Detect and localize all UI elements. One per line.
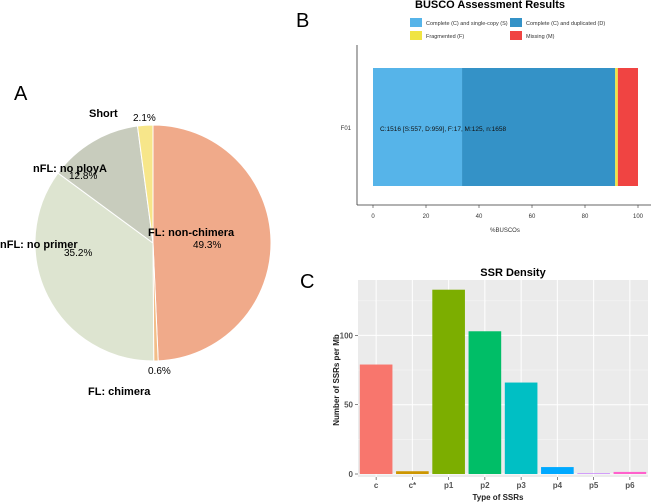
busco-legend-item-fragmented-f: Fragmented (F) bbox=[410, 31, 464, 40]
busco-legend-label: Complete (C) and duplicated (D) bbox=[526, 21, 605, 27]
pie-label-fl-chimera: FL: chimera bbox=[88, 386, 151, 398]
ssr-y-tick-label: 100 bbox=[340, 331, 354, 340]
busco-legend-item-missing-m: Missing (M) bbox=[510, 31, 555, 40]
panel-b-letter: B bbox=[296, 10, 309, 32]
pie-slice-fl-non-chimera bbox=[152, 124, 272, 362]
ssr-bar-p2 bbox=[468, 331, 502, 474]
busco-legend-swatch bbox=[510, 31, 522, 40]
busco-bar-annotation: C:1516 [S:557, D:959], F:17, M:125, n:16… bbox=[380, 126, 506, 133]
ssr-y-axis-label: Number of SSRs per Mb bbox=[332, 334, 341, 426]
ssr-x-tick-label: p5 bbox=[589, 481, 599, 490]
ssr-y-tick-label: 50 bbox=[344, 401, 353, 410]
pie-pct-nfl-no-ploya: 12.8% bbox=[69, 171, 97, 182]
busco-legend-swatch bbox=[410, 31, 422, 40]
ssr-x-tick-label: p3 bbox=[516, 481, 526, 490]
busco-legend-item-complete-c-and-single-copy-s: Complete (C) and single-copy (S) bbox=[410, 18, 508, 27]
ssr-x-tick-label: c* bbox=[409, 481, 417, 490]
pie-pct-fl-non-chimera: 49.3% bbox=[193, 240, 221, 251]
busco-x-tick-label: 0 bbox=[371, 214, 375, 220]
busco-x-tick-label: 40 bbox=[476, 214, 483, 220]
ssr-bar-p5 bbox=[577, 473, 610, 474]
ssr-bar-p1 bbox=[432, 289, 465, 474]
pie-pct-short: 2.1% bbox=[133, 113, 156, 124]
busco-x-tick-label: 20 bbox=[423, 214, 430, 220]
pie-slice-nfl-no-ploya bbox=[57, 125, 154, 245]
ssr-bar-p6 bbox=[613, 471, 647, 474]
ssr-bar-c-star bbox=[396, 471, 429, 474]
busco-x-tick-label: 80 bbox=[582, 214, 589, 220]
busco-bar-fragmented-f bbox=[615, 68, 618, 186]
busco-bar-complete-c-and-single-copy-s bbox=[373, 68, 463, 186]
ssr-x-tick-label: p2 bbox=[480, 481, 490, 490]
busco-legend-item-complete-c-and-duplicated-d: Complete (C) and duplicated (D) bbox=[510, 18, 605, 27]
ssr-y-tick-label: 0 bbox=[349, 470, 354, 479]
busco-legend-label: Fragmented (F) bbox=[426, 34, 464, 40]
busco-title: BUSCO Assessment Results bbox=[415, 0, 565, 11]
ssr-x-tick-label: p4 bbox=[553, 481, 563, 490]
ssr-x-tick-label: p6 bbox=[625, 481, 635, 490]
panel-a-letter: A bbox=[14, 83, 28, 105]
busco-legend-swatch bbox=[510, 18, 522, 27]
ssr-x-axis-label: Type of SSRs bbox=[473, 493, 525, 502]
ssr-x-tick-label: c bbox=[374, 481, 379, 490]
ssr-bar-p4 bbox=[541, 467, 574, 474]
ssr-x-tick-label: p1 bbox=[444, 481, 454, 490]
pie-label-nfl-no-primer: nFL: no primer bbox=[0, 239, 78, 251]
pie-pct-fl-chimera: 0.6% bbox=[148, 366, 171, 377]
ssr-bar-p3 bbox=[504, 382, 538, 474]
busco-x-tick-label: 100 bbox=[633, 214, 644, 220]
ssr-plot-background bbox=[358, 280, 648, 477]
panel-c-letter: C bbox=[300, 271, 314, 293]
pie-label-nfl-no-ploya: nFL: no ployA bbox=[33, 163, 107, 175]
ssr-title: SSR Density bbox=[480, 267, 546, 279]
pie-slice-nfl-no-primer bbox=[34, 172, 155, 362]
busco-legend-label: Missing (M) bbox=[526, 34, 555, 40]
busco-chart: BUSCO Assessment Results Complete (C) and… bbox=[341, 0, 651, 234]
busco-bar-missing-m bbox=[617, 68, 638, 186]
busco-bar-complete-c-and-duplicated-d bbox=[462, 68, 616, 186]
pie-label-short: Short bbox=[89, 108, 118, 120]
pie-pct-nfl-no-primer: 35.2% bbox=[64, 248, 92, 259]
busco-x-tick-label: 60 bbox=[529, 214, 536, 220]
ssr-bar-c bbox=[359, 364, 393, 474]
pie-label-fl-non-chimera: FL: non-chimera bbox=[148, 227, 235, 239]
busco-x-axis-label: %BUSCOs bbox=[490, 228, 520, 234]
ssr-density-chart: SSR Density c c* p1 p2 p3 p4 p5 p6 0 50 100 Type of … bbox=[332, 267, 648, 502]
busco-category-label: F01 bbox=[341, 126, 352, 132]
busco-legend-label: Complete (C) and single-copy (S) bbox=[426, 21, 508, 27]
pie-slice-short bbox=[136, 124, 154, 244]
busco-legend-swatch bbox=[410, 18, 422, 27]
